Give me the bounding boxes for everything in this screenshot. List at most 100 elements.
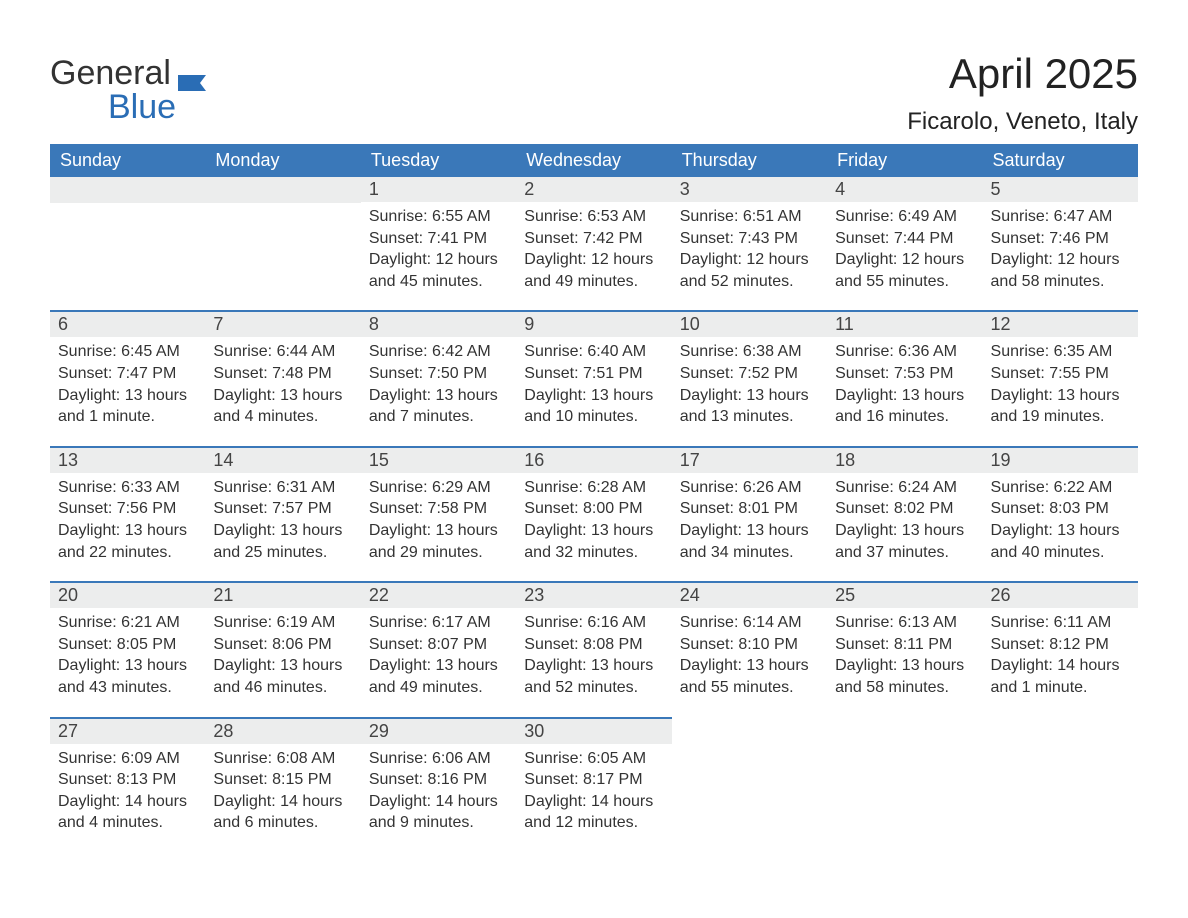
day-cell: 19Sunrise: 6:22 AMSunset: 8:03 PMDayligh… xyxy=(983,446,1138,581)
day-details: Sunrise: 6:38 AMSunset: 7:52 PMDaylight:… xyxy=(672,337,827,427)
day-number: 24 xyxy=(672,581,827,608)
day-number xyxy=(50,177,205,203)
day-number: 4 xyxy=(827,177,982,202)
day-cell: 9Sunrise: 6:40 AMSunset: 7:51 PMDaylight… xyxy=(516,310,671,445)
day-details: Sunrise: 6:29 AMSunset: 7:58 PMDaylight:… xyxy=(361,473,516,563)
day-cell: 7Sunrise: 6:44 AMSunset: 7:48 PMDaylight… xyxy=(205,310,360,445)
day-details: Sunrise: 6:17 AMSunset: 8:07 PMDaylight:… xyxy=(361,608,516,698)
day-header: Wednesday xyxy=(516,144,671,177)
day-number: 27 xyxy=(50,717,205,744)
day-details: Sunrise: 6:19 AMSunset: 8:06 PMDaylight:… xyxy=(205,608,360,698)
month-title: April 2025 xyxy=(907,50,1138,98)
day-cell: 14Sunrise: 6:31 AMSunset: 7:57 PMDayligh… xyxy=(205,446,360,581)
day-header: Tuesday xyxy=(361,144,516,177)
day-details: Sunrise: 6:47 AMSunset: 7:46 PMDaylight:… xyxy=(983,202,1138,292)
day-cell: 1Sunrise: 6:55 AMSunset: 7:41 PMDaylight… xyxy=(361,177,516,310)
day-details: Sunrise: 6:45 AMSunset: 7:47 PMDaylight:… xyxy=(50,337,205,427)
day-number: 8 xyxy=(361,310,516,337)
day-cell xyxy=(983,717,1138,852)
day-number: 17 xyxy=(672,446,827,473)
day-cell: 29Sunrise: 6:06 AMSunset: 8:16 PMDayligh… xyxy=(361,717,516,852)
day-cell: 11Sunrise: 6:36 AMSunset: 7:53 PMDayligh… xyxy=(827,310,982,445)
day-cell xyxy=(50,177,205,310)
day-number: 11 xyxy=(827,310,982,337)
day-cell: 13Sunrise: 6:33 AMSunset: 7:56 PMDayligh… xyxy=(50,446,205,581)
day-number: 15 xyxy=(361,446,516,473)
day-cell: 28Sunrise: 6:08 AMSunset: 8:15 PMDayligh… xyxy=(205,717,360,852)
day-number: 30 xyxy=(516,717,671,744)
day-details: Sunrise: 6:42 AMSunset: 7:50 PMDaylight:… xyxy=(361,337,516,427)
day-details: Sunrise: 6:06 AMSunset: 8:16 PMDaylight:… xyxy=(361,744,516,834)
week-row: 1Sunrise: 6:55 AMSunset: 7:41 PMDaylight… xyxy=(50,177,1138,310)
day-details: Sunrise: 6:33 AMSunset: 7:56 PMDaylight:… xyxy=(50,473,205,563)
day-cell: 23Sunrise: 6:16 AMSunset: 8:08 PMDayligh… xyxy=(516,581,671,716)
day-number: 5 xyxy=(983,177,1138,202)
day-details: Sunrise: 6:31 AMSunset: 7:57 PMDaylight:… xyxy=(205,473,360,563)
logo-word-general: General xyxy=(50,56,176,90)
day-details: Sunrise: 6:22 AMSunset: 8:03 PMDaylight:… xyxy=(983,473,1138,563)
day-cell: 21Sunrise: 6:19 AMSunset: 8:06 PMDayligh… xyxy=(205,581,360,716)
day-cell: 27Sunrise: 6:09 AMSunset: 8:13 PMDayligh… xyxy=(50,717,205,852)
logo-text: General Blue xyxy=(50,56,176,124)
day-number: 6 xyxy=(50,310,205,337)
day-details: Sunrise: 6:36 AMSunset: 7:53 PMDaylight:… xyxy=(827,337,982,427)
day-number: 2 xyxy=(516,177,671,202)
day-cell: 26Sunrise: 6:11 AMSunset: 8:12 PMDayligh… xyxy=(983,581,1138,716)
day-details: Sunrise: 6:51 AMSunset: 7:43 PMDaylight:… xyxy=(672,202,827,292)
day-cell: 18Sunrise: 6:24 AMSunset: 8:02 PMDayligh… xyxy=(827,446,982,581)
day-details: Sunrise: 6:28 AMSunset: 8:00 PMDaylight:… xyxy=(516,473,671,563)
day-header: Thursday xyxy=(672,144,827,177)
day-cell: 2Sunrise: 6:53 AMSunset: 7:42 PMDaylight… xyxy=(516,177,671,310)
day-number: 20 xyxy=(50,581,205,608)
day-cell: 15Sunrise: 6:29 AMSunset: 7:58 PMDayligh… xyxy=(361,446,516,581)
day-details: Sunrise: 6:40 AMSunset: 7:51 PMDaylight:… xyxy=(516,337,671,427)
day-details: Sunrise: 6:55 AMSunset: 7:41 PMDaylight:… xyxy=(361,202,516,292)
day-cell: 4Sunrise: 6:49 AMSunset: 7:44 PMDaylight… xyxy=(827,177,982,310)
day-details: Sunrise: 6:35 AMSunset: 7:55 PMDaylight:… xyxy=(983,337,1138,427)
day-header-row: SundayMondayTuesdayWednesdayThursdayFrid… xyxy=(50,144,1138,177)
day-header: Sunday xyxy=(50,144,205,177)
day-number: 28 xyxy=(205,717,360,744)
logo-word-blue: Blue xyxy=(50,90,176,124)
day-details: Sunrise: 6:14 AMSunset: 8:10 PMDaylight:… xyxy=(672,608,827,698)
day-header: Friday xyxy=(827,144,982,177)
header: General Blue April 2025 Ficarolo, Veneto… xyxy=(50,50,1138,136)
day-details: Sunrise: 6:11 AMSunset: 8:12 PMDaylight:… xyxy=(983,608,1138,698)
day-details: Sunrise: 6:21 AMSunset: 8:05 PMDaylight:… xyxy=(50,608,205,698)
title-block: April 2025 Ficarolo, Veneto, Italy xyxy=(907,50,1138,136)
day-cell xyxy=(827,717,982,852)
day-details: Sunrise: 6:44 AMSunset: 7:48 PMDaylight:… xyxy=(205,337,360,427)
day-details: Sunrise: 6:24 AMSunset: 8:02 PMDaylight:… xyxy=(827,473,982,563)
day-number: 14 xyxy=(205,446,360,473)
day-number: 9 xyxy=(516,310,671,337)
day-number: 29 xyxy=(361,717,516,744)
day-cell: 30Sunrise: 6:05 AMSunset: 8:17 PMDayligh… xyxy=(516,717,671,852)
day-cell: 16Sunrise: 6:28 AMSunset: 8:00 PMDayligh… xyxy=(516,446,671,581)
day-details: Sunrise: 6:26 AMSunset: 8:01 PMDaylight:… xyxy=(672,473,827,563)
day-cell: 17Sunrise: 6:26 AMSunset: 8:01 PMDayligh… xyxy=(672,446,827,581)
day-cell: 20Sunrise: 6:21 AMSunset: 8:05 PMDayligh… xyxy=(50,581,205,716)
day-number: 21 xyxy=(205,581,360,608)
calendar-table: SundayMondayTuesdayWednesdayThursdayFrid… xyxy=(50,144,1138,852)
day-cell: 24Sunrise: 6:14 AMSunset: 8:10 PMDayligh… xyxy=(672,581,827,716)
day-details: Sunrise: 6:05 AMSunset: 8:17 PMDaylight:… xyxy=(516,744,671,834)
flag-icon xyxy=(176,73,212,108)
day-cell: 12Sunrise: 6:35 AMSunset: 7:55 PMDayligh… xyxy=(983,310,1138,445)
day-cell: 5Sunrise: 6:47 AMSunset: 7:46 PMDaylight… xyxy=(983,177,1138,310)
day-cell xyxy=(672,717,827,852)
day-number: 19 xyxy=(983,446,1138,473)
day-number: 18 xyxy=(827,446,982,473)
day-number: 26 xyxy=(983,581,1138,608)
day-details: Sunrise: 6:16 AMSunset: 8:08 PMDaylight:… xyxy=(516,608,671,698)
week-row: 20Sunrise: 6:21 AMSunset: 8:05 PMDayligh… xyxy=(50,581,1138,716)
day-details: Sunrise: 6:13 AMSunset: 8:11 PMDaylight:… xyxy=(827,608,982,698)
day-number: 7 xyxy=(205,310,360,337)
day-number: 16 xyxy=(516,446,671,473)
week-row: 27Sunrise: 6:09 AMSunset: 8:13 PMDayligh… xyxy=(50,717,1138,852)
day-header: Saturday xyxy=(983,144,1138,177)
day-cell: 8Sunrise: 6:42 AMSunset: 7:50 PMDaylight… xyxy=(361,310,516,445)
location: Ficarolo, Veneto, Italy xyxy=(907,108,1138,136)
day-header: Monday xyxy=(205,144,360,177)
day-cell: 22Sunrise: 6:17 AMSunset: 8:07 PMDayligh… xyxy=(361,581,516,716)
day-cell: 3Sunrise: 6:51 AMSunset: 7:43 PMDaylight… xyxy=(672,177,827,310)
